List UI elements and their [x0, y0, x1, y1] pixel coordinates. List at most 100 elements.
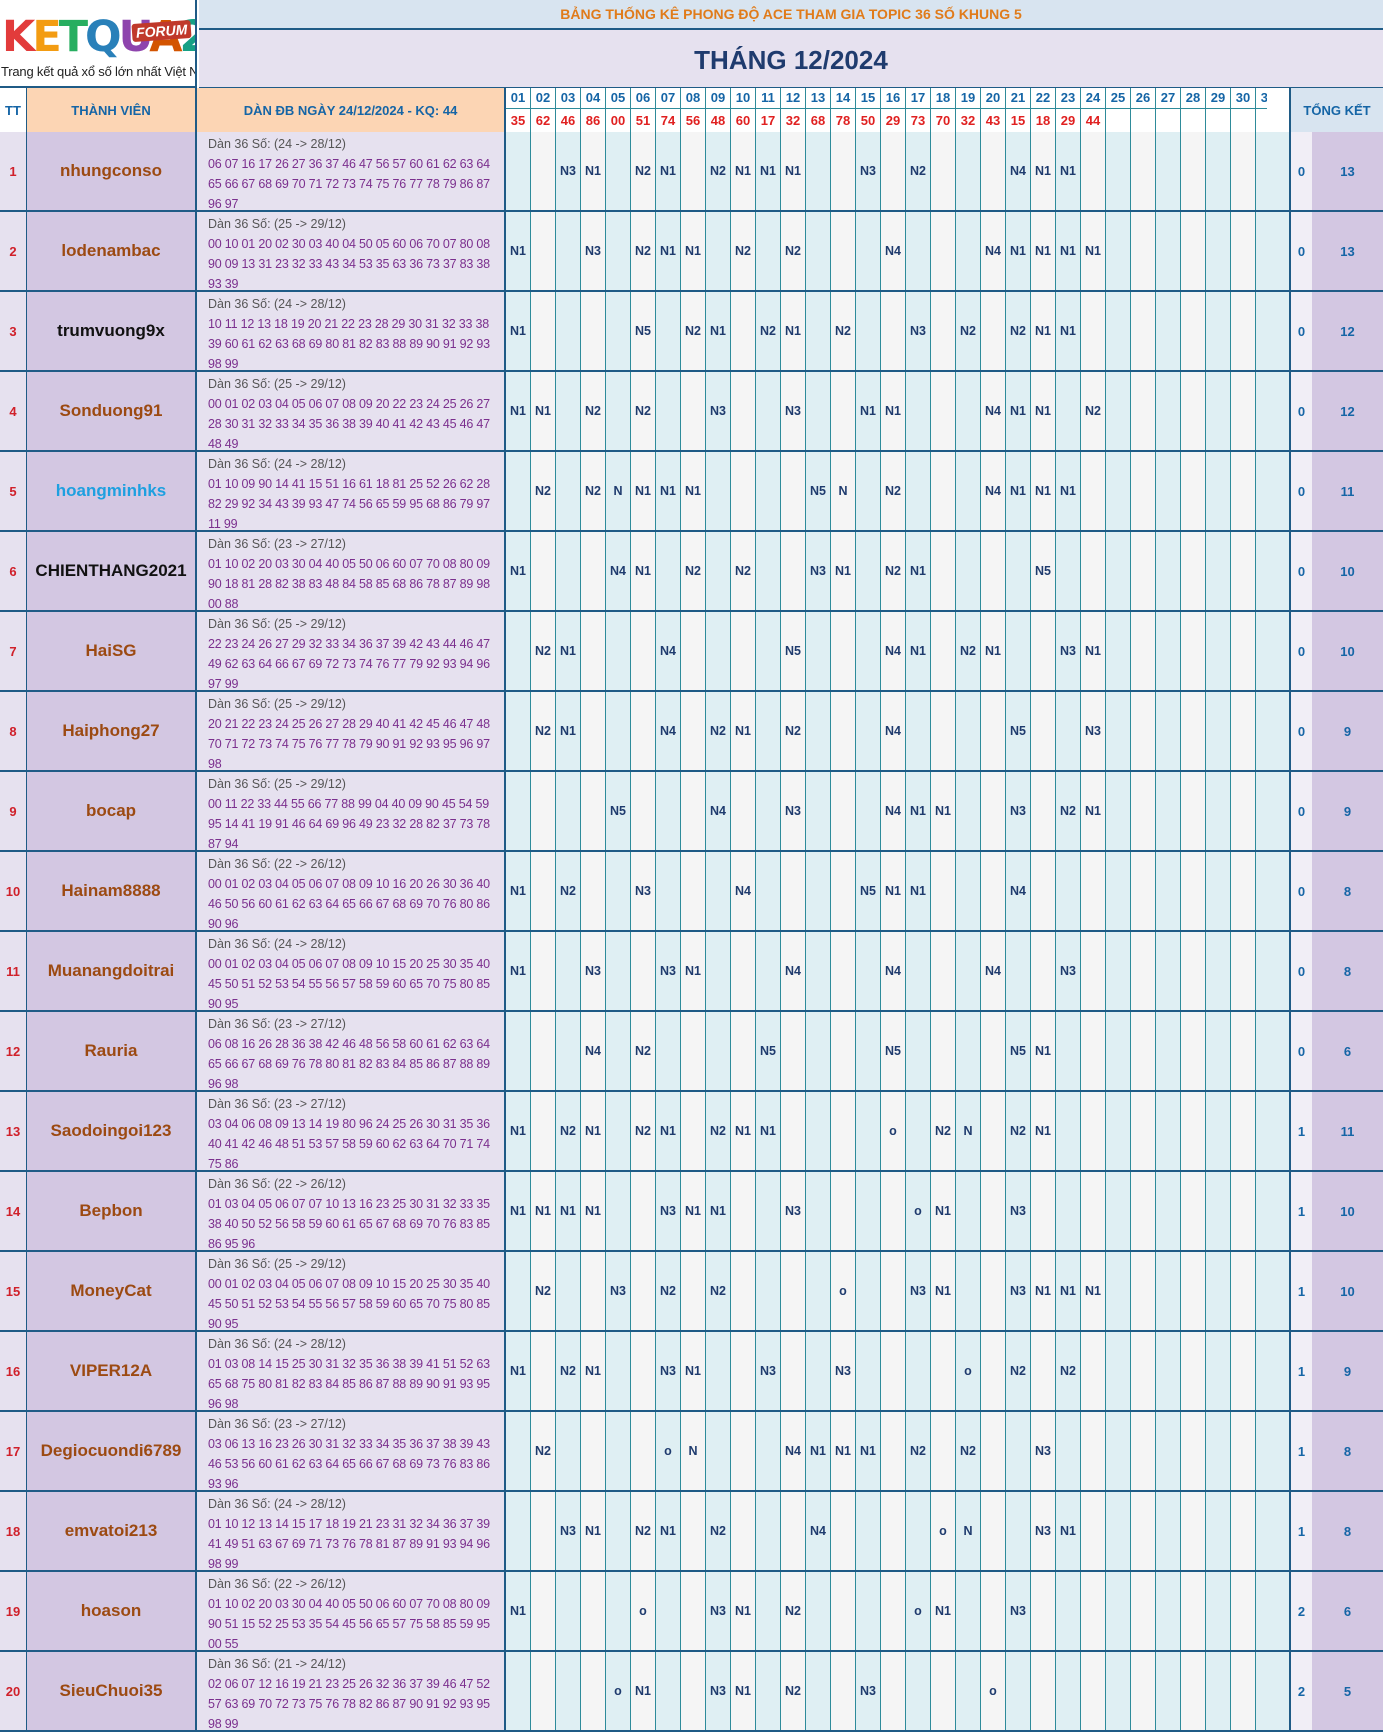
- day-cell-16: [881, 1332, 906, 1410]
- member-name[interactable]: Muanangdoitrai: [27, 932, 197, 1010]
- member-name[interactable]: Bepbon: [27, 1172, 197, 1250]
- table-row[interactable]: 12 Rauria Dàn 36 Số: (23 -> 27/12) 06 08 16…: [0, 1012, 1383, 1092]
- table-row[interactable]: 9 bocap Dàn 36 Số: (25 -> 29/12) 00 11 22 3…: [0, 772, 1383, 852]
- day-cell-12: N4: [781, 932, 806, 1010]
- member-name[interactable]: MoneyCat: [27, 1252, 197, 1330]
- day-cell-27: [1156, 132, 1181, 210]
- day-cell-19: [956, 212, 981, 290]
- day-cell-25: [1106, 1572, 1131, 1650]
- day-cell-17: N1: [906, 532, 931, 610]
- table-row[interactable]: 16 VIPER12A Dàn 36 Số: (24 -> 28/12) 01 03 …: [0, 1332, 1383, 1412]
- day-cell-14: [831, 372, 856, 450]
- member-name[interactable]: Sonduong91: [27, 372, 197, 450]
- dan-numbers-cell: Dàn 36 Số: (21 -> 24/12) 02 06 07 12 16 1…: [197, 1652, 506, 1730]
- member-name[interactable]: Haiphong27: [27, 692, 197, 770]
- table-row[interactable]: 20 SieuChuoi35 Dàn 36 Số: (21 -> 24/12) 02 …: [0, 1652, 1383, 1732]
- day-cell-08: [681, 692, 706, 770]
- day-cell-29: [1206, 452, 1231, 530]
- day-cell-09: [706, 852, 731, 930]
- day-cell-22: [1031, 692, 1056, 770]
- day-cell-02: [531, 532, 556, 610]
- row-gap: [1267, 1012, 1289, 1090]
- table-row[interactable]: 2 lodenambac Dàn 36 Số: (25 -> 29/12) 00 10…: [0, 212, 1383, 292]
- member-name[interactable]: VIPER12A: [27, 1332, 197, 1410]
- day-cell-15: N3: [856, 1652, 881, 1730]
- table-row[interactable]: 6 CHIENTHANG2021 Dàn 36 Số: (23 -> 27/12) 0…: [0, 532, 1383, 612]
- member-name[interactable]: trumvuong9x: [27, 292, 197, 370]
- member-name[interactable]: lodenambac: [27, 212, 197, 290]
- day-cell-01: [506, 1252, 531, 1330]
- member-name[interactable]: hoangminhks: [27, 452, 197, 530]
- day-result: [1156, 109, 1180, 132]
- day-cell-16: [881, 1412, 906, 1490]
- table-row[interactable]: 10 Hainam8888 Dàn 36 Số: (22 -> 26/12) 00 0…: [0, 852, 1383, 932]
- day-cell-20: [981, 852, 1006, 930]
- day-cell-30: [1231, 932, 1256, 1010]
- day-cell-12: [781, 1092, 806, 1170]
- dan-header: Dàn 36 Số: (24 -> 28/12): [208, 297, 346, 311]
- member-name[interactable]: Rauria: [27, 1012, 197, 1090]
- total-hits: 1: [1289, 1092, 1312, 1170]
- table-row[interactable]: 7 HaiSG Dàn 36 Số: (25 -> 29/12) 22 23 24 2…: [0, 612, 1383, 692]
- day-cell-11: N2: [756, 292, 781, 370]
- table-row[interactable]: 19 hoason Dàn 36 Số: (22 -> 26/12) 01 10 02…: [0, 1572, 1383, 1652]
- table-row[interactable]: 15 MoneyCat Dàn 36 Số: (25 -> 29/12) 00 01 …: [0, 1252, 1383, 1332]
- member-name[interactable]: Hainam8888: [27, 852, 197, 930]
- table-row[interactable]: 8 Haiphong27 Dàn 36 Số: (25 -> 29/12) 20 21…: [0, 692, 1383, 772]
- dan-numbers: 01 03 04 05 06 07 07 10 13 16 23 25 30 3…: [208, 1197, 494, 1250]
- day-header-14: 14 78: [831, 88, 856, 132]
- member-name[interactable]: emvatoi213: [27, 1492, 197, 1570]
- day-cell-12: N3: [781, 1172, 806, 1250]
- table-row[interactable]: 4 Sonduong91 Dàn 36 Số: (25 -> 29/12) 00 01…: [0, 372, 1383, 452]
- day-cell-28: [1181, 852, 1206, 930]
- day-cell-30: [1231, 852, 1256, 930]
- day-cell-26: [1131, 1412, 1156, 1490]
- table-row[interactable]: 5 hoangminhks Dàn 36 Số: (24 -> 28/12) 01 1…: [0, 452, 1383, 532]
- day-cell-17: N3: [906, 1252, 931, 1330]
- member-name[interactable]: HaiSG: [27, 612, 197, 690]
- day-cell-08: N1: [681, 212, 706, 290]
- day-cell-13: [806, 372, 831, 450]
- member-name[interactable]: nhungconso: [27, 132, 197, 210]
- day-cell-29: [1206, 132, 1231, 210]
- day-cell-21: [1006, 1652, 1031, 1730]
- table-row[interactable]: 18 emvatoi213 Dàn 36 Số: (24 -> 28/12) 01 1…: [0, 1492, 1383, 1572]
- day-cell-08: [681, 372, 706, 450]
- day-cell-11: [756, 852, 781, 930]
- day-cell-04: [581, 1652, 606, 1730]
- day-cell-10: [731, 292, 756, 370]
- table-row[interactable]: 17 Degiocuondi6789 Dàn 36 Số: (23 -> 27/12…: [0, 1412, 1383, 1492]
- table-row[interactable]: 14 Bepbon Dàn 36 Số: (22 -> 26/12) 01 03 04…: [0, 1172, 1383, 1252]
- day-cell-04: [581, 292, 606, 370]
- day-cell-05: [606, 1172, 631, 1250]
- day-cell-21: [1006, 1412, 1031, 1490]
- member-name[interactable]: bocap: [27, 772, 197, 850]
- day-cell-02: [531, 932, 556, 1010]
- day-cell-28: [1181, 1012, 1206, 1090]
- table-row[interactable]: 13 Saodoingoi123 Dàn 36 Số: (23 -> 27/12) 0…: [0, 1092, 1383, 1172]
- day-cell-08: N1: [681, 1172, 706, 1250]
- day-cell-30: [1231, 292, 1256, 370]
- day-cell-24: [1081, 132, 1106, 210]
- member-name[interactable]: hoason: [27, 1572, 197, 1650]
- member-name[interactable]: Degiocuondi6789: [27, 1412, 197, 1490]
- member-name[interactable]: Saodoingoi123: [27, 1092, 197, 1170]
- dan-numbers: 00 01 02 03 04 05 06 07 08 09 10 15 20 2…: [208, 957, 494, 1010]
- day-cell-19: o: [956, 1332, 981, 1410]
- day-cell-21: [1006, 932, 1031, 1010]
- table-row[interactable]: 3 trumvuong9x Dàn 36 Số: (24 -> 28/12) 10 1…: [0, 292, 1383, 372]
- day-cell-26: [1131, 1652, 1156, 1730]
- day-cell-16: [881, 132, 906, 210]
- table-row[interactable]: 11 Muanangdoitrai Dàn 36 Số: (24 -> 28/12)…: [0, 932, 1383, 1012]
- day-cell-02: [531, 1652, 556, 1730]
- day-cell-30: [1231, 1172, 1256, 1250]
- member-name[interactable]: CHIENTHANG2021: [27, 532, 197, 610]
- day-cell-22: N1: [1031, 1012, 1056, 1090]
- day-cell-13: [806, 1652, 831, 1730]
- day-cell-28: [1181, 1252, 1206, 1330]
- day-cell-10: [731, 1492, 756, 1570]
- member-name[interactable]: SieuChuoi35: [27, 1652, 197, 1730]
- table-row[interactable]: 1 nhungconso Dàn 36 Số: (24 -> 28/12) 06 07…: [0, 132, 1383, 212]
- ketqua2-logo[interactable]: KETQUA2 FORUM Trang kết quả xổ số lớn nh…: [0, 0, 197, 88]
- total-score: 9: [1312, 692, 1383, 770]
